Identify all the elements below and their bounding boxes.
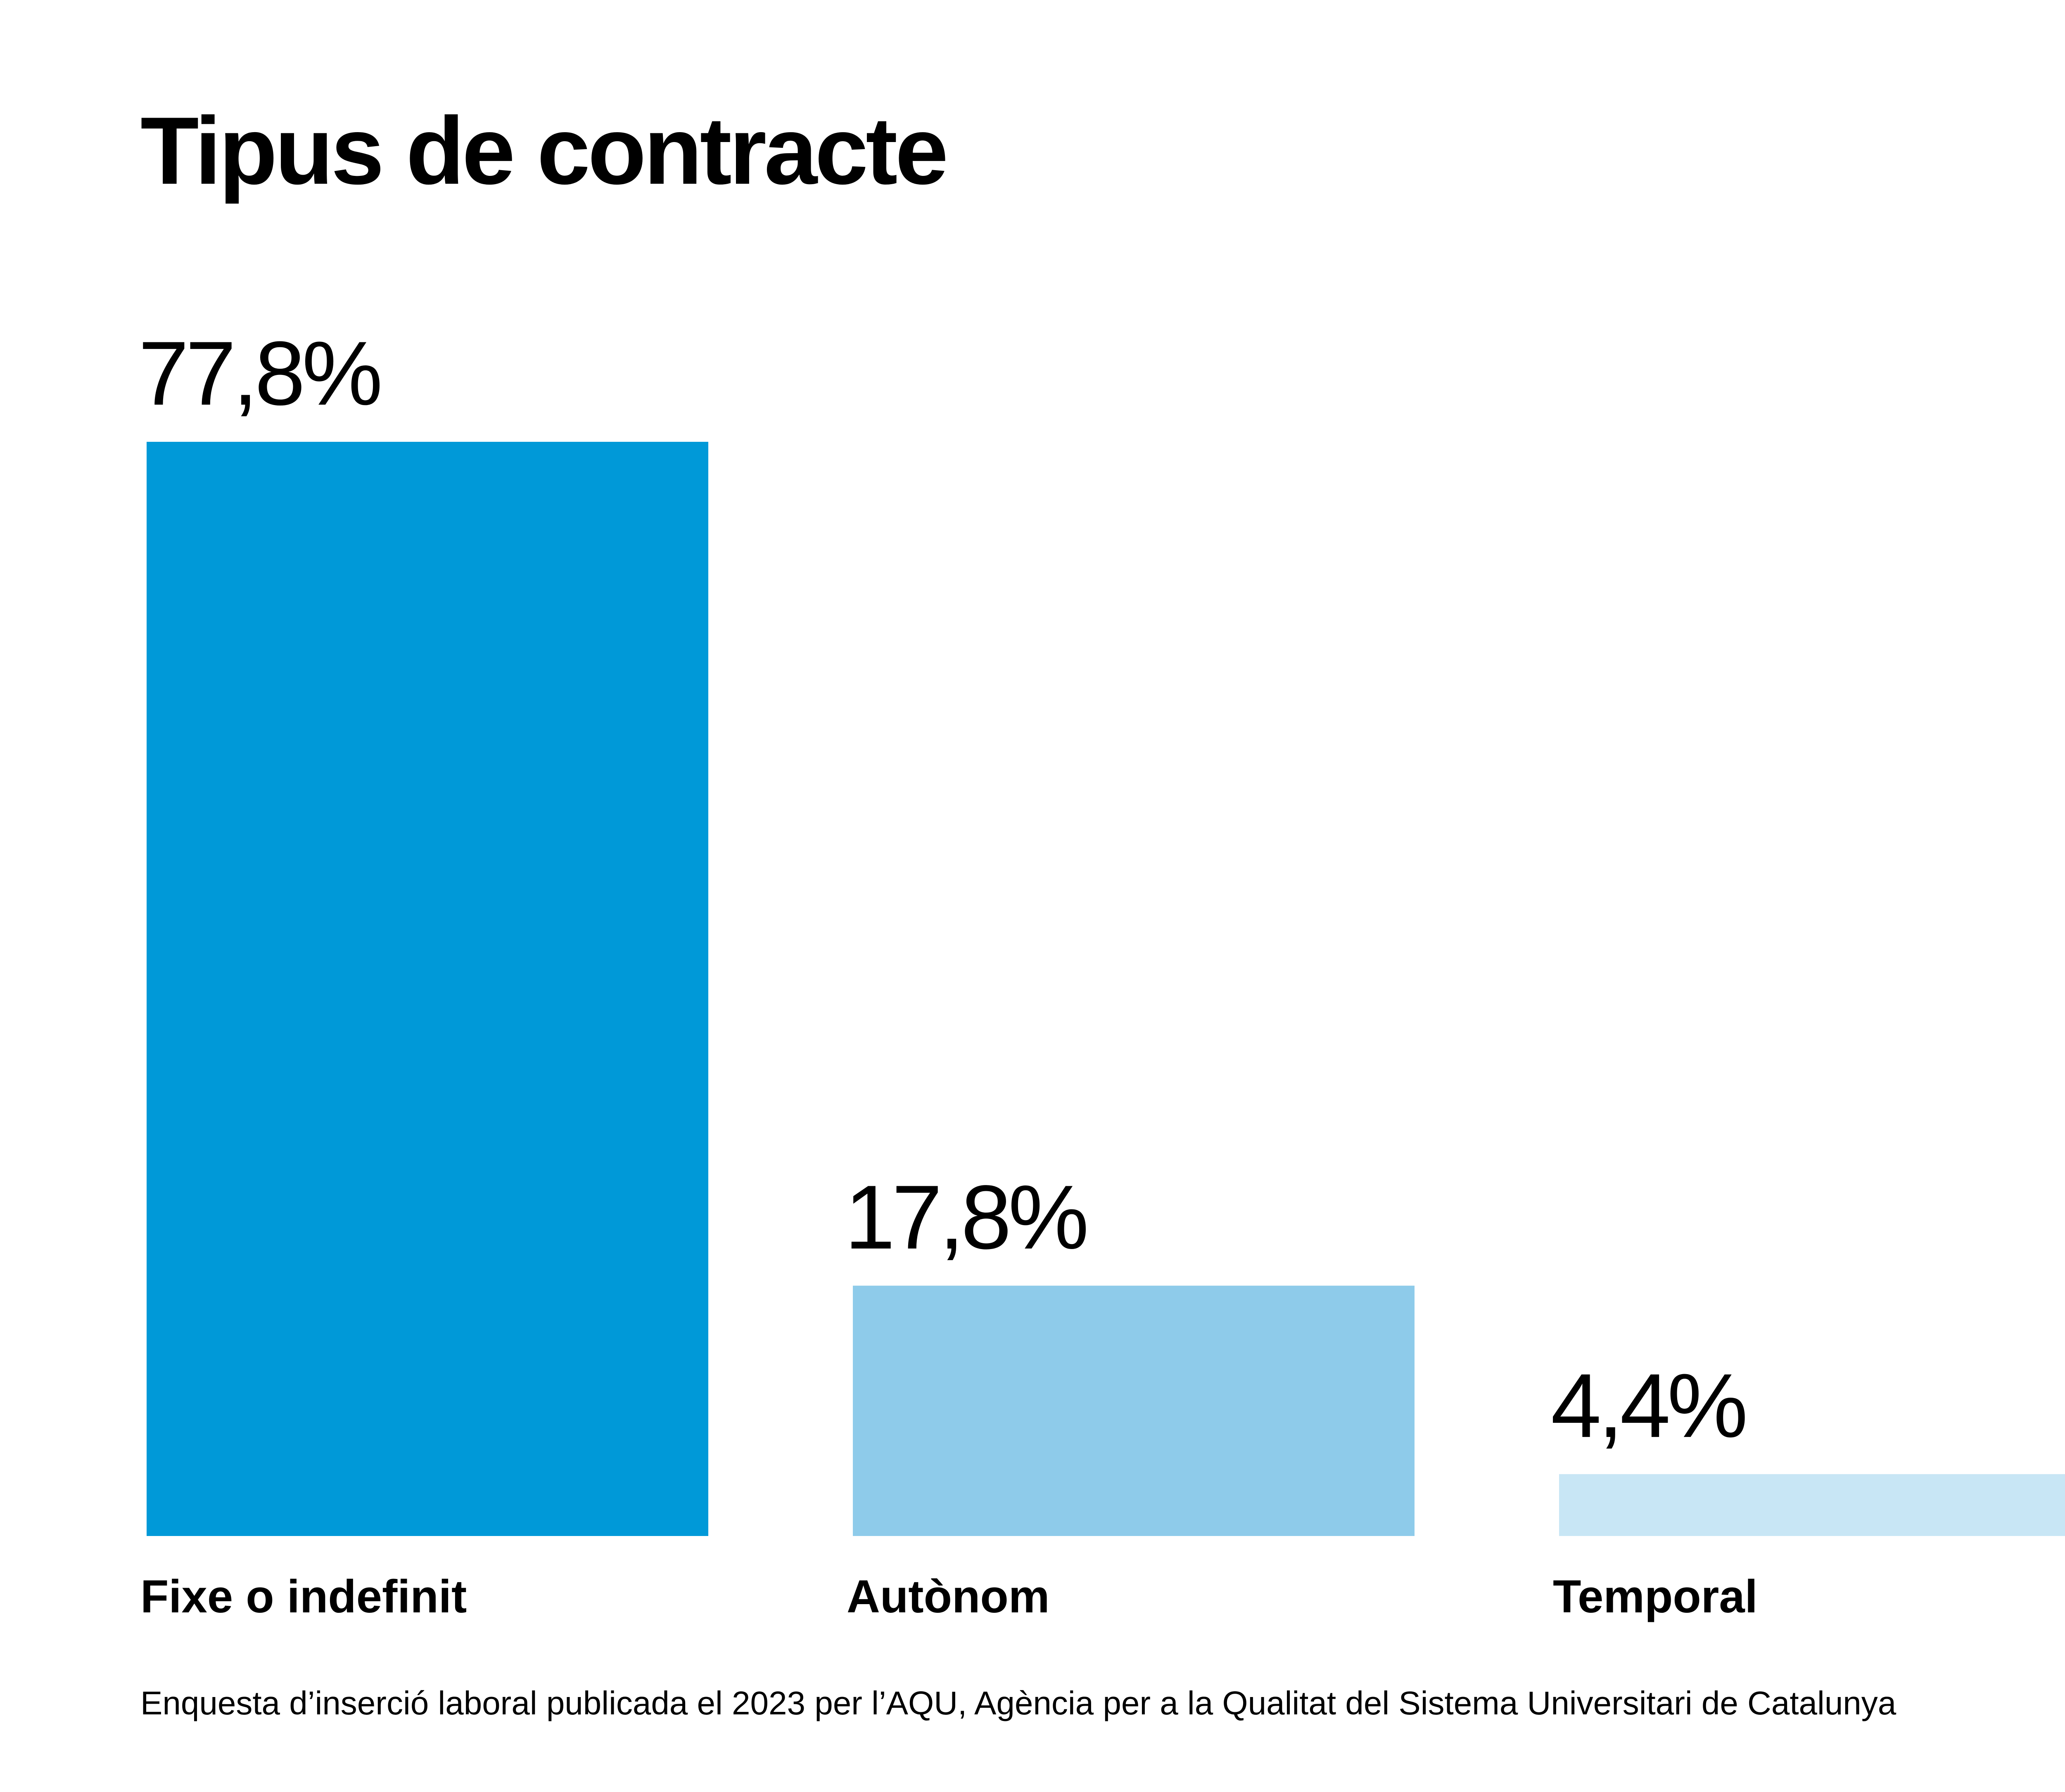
bar-2 — [1559, 1474, 2065, 1536]
value-label-0: 77,8% — [138, 322, 380, 424]
value-labels-layer: 77,8% 17,8% 4,4% — [138, 322, 1748, 1456]
bars-layer — [147, 442, 2065, 1536]
chart-title: Tipus de contracte — [140, 97, 948, 204]
value-label-2: 4,4% — [1551, 1355, 1745, 1456]
value-label-1: 17,8% — [845, 1166, 1086, 1268]
source-note: Enquesta d’inserció laboral publicada el… — [140, 1685, 1896, 1721]
category-label-2: Temporal — [1553, 1571, 1758, 1622]
category-labels-layer: Fixe o indefinit Autònom Temporal — [140, 1571, 1758, 1622]
category-label-1: Autònom — [847, 1571, 1049, 1622]
category-label-0: Fixe o indefinit — [140, 1571, 467, 1622]
bar-0 — [147, 442, 708, 1536]
bar-1 — [853, 1285, 1415, 1536]
